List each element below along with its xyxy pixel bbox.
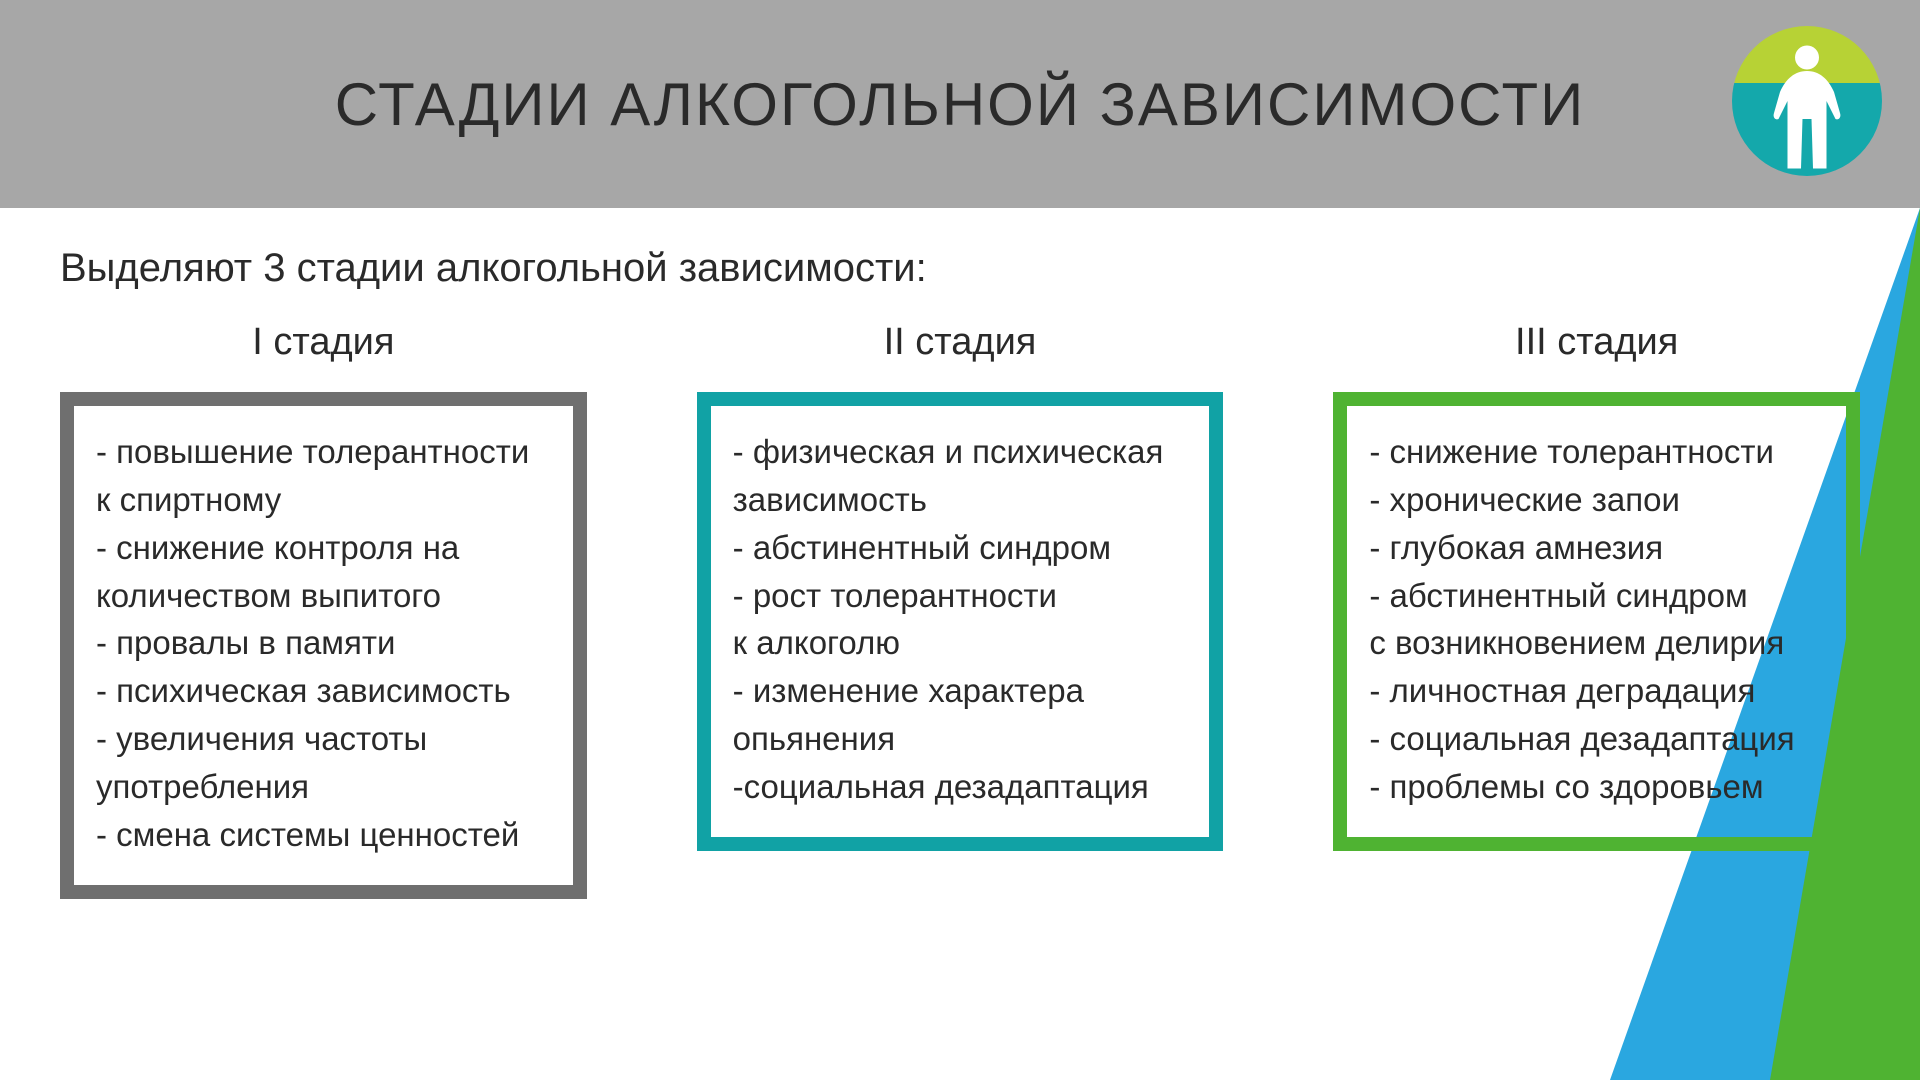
stage-3: III стадия - снижение толерантности - хр… (1333, 321, 1860, 851)
page-title: СТАДИИ АЛКОГОЛЬНОЙ ЗАВИСИМОСТИ (335, 70, 1586, 139)
header: СТАДИИ АЛКОГОЛЬНОЙ ЗАВИСИМОСТИ (0, 0, 1920, 208)
columns: I стадия - повышение толерантности к спи… (60, 321, 1860, 899)
stage-1-title: I стадия (60, 321, 587, 364)
logo-icon (1732, 26, 1882, 176)
stage-1: I стадия - повышение толерантности к спи… (60, 321, 587, 899)
stage-1-text: - повышение толерантности к спиртному - … (96, 428, 547, 859)
stage-2-card: - физическая и психическая зависимость -… (697, 392, 1224, 851)
body: Выделяют 3 стадии алкогольной зависимост… (0, 208, 1920, 899)
stage-3-text: - снижение толерантности - хронические з… (1369, 428, 1820, 811)
slide: СТАДИИ АЛКОГОЛЬНОЙ ЗАВИСИМОСТИ Выделяют … (0, 0, 1920, 1080)
stage-2-title: II стадия (697, 321, 1224, 364)
stage-2: II стадия - физическая и психическая зав… (697, 321, 1224, 851)
stage-2-text: - физическая и психическая зависимость -… (733, 428, 1184, 811)
stage-3-title: III стадия (1333, 321, 1860, 364)
stage-3-card: - снижение толерантности - хронические з… (1333, 392, 1860, 851)
stage-1-card: - повышение толерантности к спиртному - … (60, 392, 587, 899)
subtitle: Выделяют 3 стадии алкогольной зависимост… (60, 246, 1860, 291)
